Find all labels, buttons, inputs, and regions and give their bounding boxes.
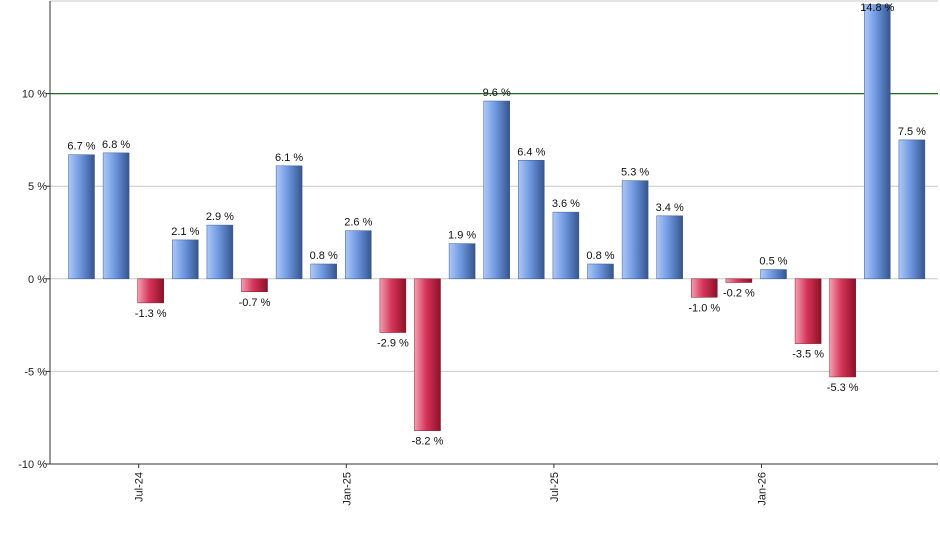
bar [621, 180, 649, 280]
bar [414, 278, 441, 431]
bar [587, 263, 614, 280]
bar [68, 154, 95, 280]
bar [864, 4, 891, 280]
bar [656, 215, 683, 280]
bars [68, 4, 926, 431]
bar-value-label: 0.8 % [586, 250, 614, 262]
bar [275, 165, 303, 280]
x-tick-label: Jan-26 [757, 472, 769, 506]
bar-value-label: 0.8 % [310, 250, 338, 262]
bar [829, 278, 856, 378]
bar [206, 224, 234, 280]
bar [898, 139, 926, 280]
bar-value-label: 9.6 % [483, 87, 511, 99]
x-tick-label: Jul-24 [134, 472, 146, 502]
bar [483, 100, 510, 280]
y-tick-label: 10 % [22, 89, 47, 101]
bar-value-label: 0.5 % [759, 256, 787, 268]
bar [448, 243, 476, 280]
bar-value-label: -1.0 % [688, 302, 720, 314]
bar [552, 211, 580, 280]
y-tick-label: 0 % [28, 274, 47, 286]
bar [241, 278, 268, 293]
bar-value-label: 2.9 % [206, 211, 234, 223]
bar-value-label: 6.1 % [275, 152, 303, 164]
data-labels: 6.7 % 6.8 % -1.3 % 2.1 % 2.9 % -0.7 % 6.1 % 0.8… [67, 2, 926, 448]
bar-value-label: 2.6 % [344, 217, 372, 229]
bar-value-label: 6.7 % [67, 141, 95, 153]
bar [310, 263, 337, 280]
bar-value-label: 5.3 % [621, 167, 649, 179]
bar-value-label: 3.6 % [552, 198, 580, 210]
axes: -10 % -5 % 0 % 5 % 10 % Jul-24 Jan-25 Jul-25 Jan… [18, 1, 938, 506]
bar-value-label: 1.9 % [448, 230, 476, 242]
y-tick-label: -10 % [18, 459, 47, 471]
bar [518, 160, 545, 280]
bar [725, 278, 753, 283]
bar [345, 230, 372, 280]
bar-value-label: 6.8 % [102, 139, 130, 151]
bar [137, 278, 164, 304]
bar-value-label: -8.2 % [412, 436, 444, 448]
bar-value-label: -3.5 % [792, 349, 824, 361]
bar-value-label: -0.7 % [239, 297, 271, 309]
x-tick-label: Jul-25 [549, 472, 561, 502]
bar-value-label: 14.8 % [860, 2, 894, 14]
bar [691, 278, 718, 298]
bar [379, 278, 407, 333]
bar-value-label: 6.4 % [517, 146, 545, 158]
bar [760, 269, 787, 280]
bar [172, 239, 199, 280]
bar-value-label: -0.2 % [723, 288, 755, 300]
bar [102, 152, 130, 280]
bar-value-label: 3.4 % [656, 202, 684, 214]
y-tick-label: -5 % [24, 366, 47, 378]
x-tick-label: Jan-25 [341, 472, 353, 506]
bar-value-label: -5.3 % [827, 382, 859, 394]
bar-value-label: 7.5 % [898, 126, 926, 138]
bar-value-label: -2.9 % [377, 338, 409, 350]
bar-value-label: 2.1 % [171, 226, 199, 238]
bar-value-label: -1.3 % [135, 308, 167, 320]
y-tick-label: 5 % [28, 181, 47, 193]
bar [794, 278, 822, 344]
